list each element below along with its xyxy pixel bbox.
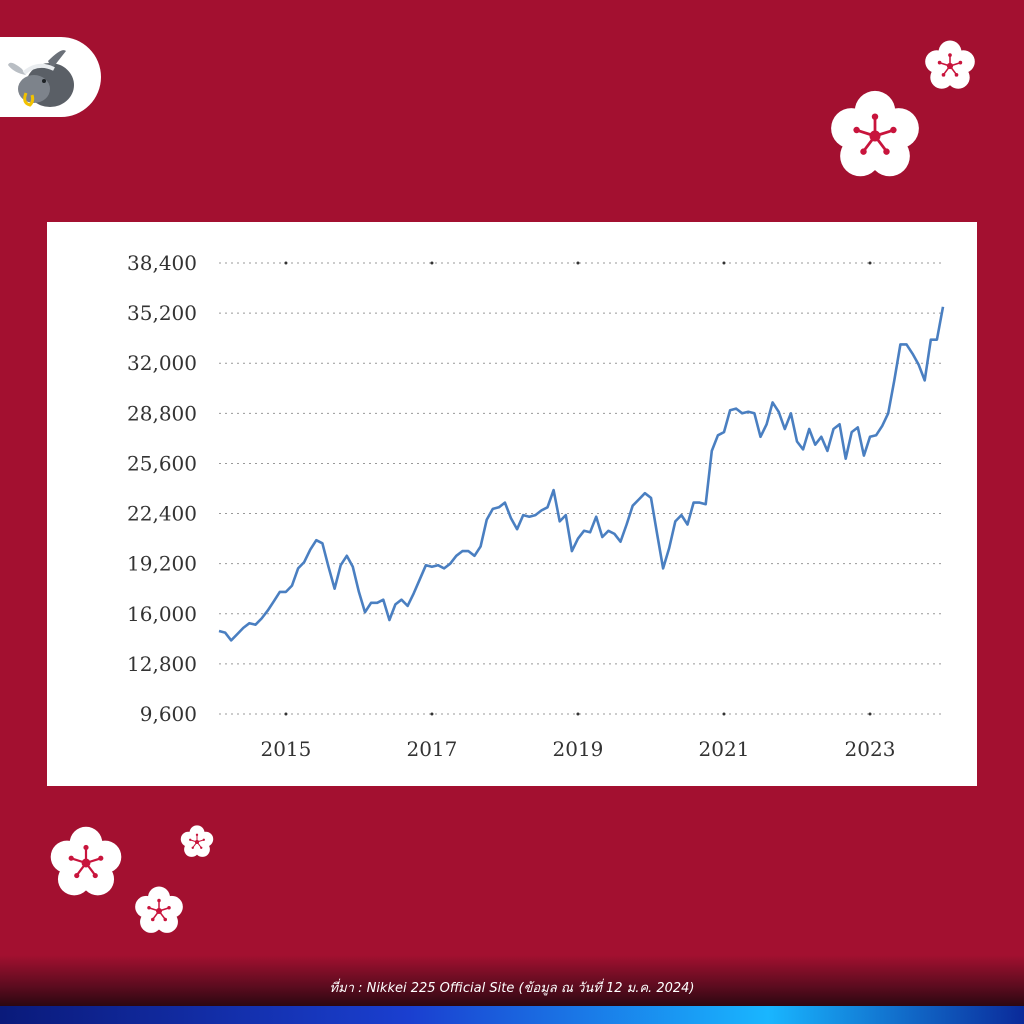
x-tick-label: 2015 <box>260 737 311 761</box>
x-tick-mark <box>868 261 872 265</box>
y-tick-label: 22,400 <box>127 502 197 526</box>
x-tick-mark <box>868 712 872 716</box>
plum-blossom-icon <box>49 826 123 897</box>
chart-card: 9,600 12,800 16,000 19,200 22,400 25,600 28,80… <box>47 222 977 786</box>
x-tick-label: 2021 <box>699 737 750 761</box>
footer-band <box>0 955 1024 1007</box>
nikkei-line-chart: 9,600 12,800 16,000 19,200 22,400 25,600 28,80… <box>127 251 945 761</box>
x-tick-mark <box>722 261 726 265</box>
y-tick-label: 32,000 <box>127 351 197 375</box>
y-tick-label: 9,600 <box>140 702 197 726</box>
y-tick-label: 25,600 <box>127 451 197 475</box>
x-tick-mark <box>284 261 288 265</box>
y-tick-label: 28,800 <box>127 401 197 425</box>
series-line <box>218 306 945 642</box>
plum-blossom-icon <box>829 90 921 178</box>
x-tick-mark <box>284 712 288 716</box>
x-tick-mark <box>430 712 434 716</box>
x-tick-mark <box>576 712 580 716</box>
brand-logo <box>0 37 101 117</box>
plum-blossom-icon <box>134 886 184 934</box>
x-tick-label: 2017 <box>406 737 457 761</box>
plum-blossom-icon <box>924 40 976 90</box>
y-tick-label: 35,200 <box>127 301 197 325</box>
y-tick-label: 12,800 <box>127 652 197 676</box>
bull-mascot-icon <box>8 50 74 107</box>
x-tick-label: 2019 <box>553 737 604 761</box>
source-caption: ที่มา : Nikkei 225 Official Site (ข้อมูล… <box>329 981 695 996</box>
x-tick-mark <box>576 261 580 265</box>
plum-blossom-icon <box>180 825 214 858</box>
y-tick-label: 19,200 <box>127 552 197 576</box>
y-tick-label: 38,400 <box>127 251 197 275</box>
x-tick-label: 2023 <box>845 737 896 761</box>
x-tick-mark <box>430 261 434 265</box>
bottom-gradient-bar <box>0 1006 1024 1024</box>
y-tick-label: 16,000 <box>127 602 197 626</box>
x-tick-mark <box>722 712 726 716</box>
